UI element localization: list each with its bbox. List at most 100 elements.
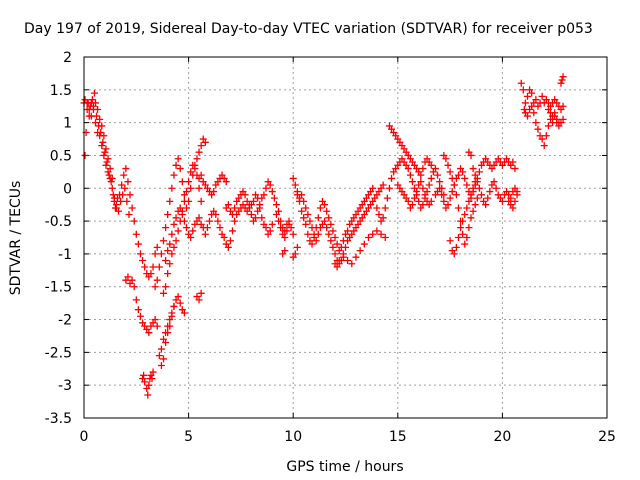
data-point [168,250,176,258]
data-point [178,211,186,219]
data-point [176,299,184,307]
data-series [80,73,567,399]
data-point [185,178,193,186]
data-point [281,247,289,255]
data-point [268,220,276,228]
data-point [419,165,427,173]
data-point [99,138,107,146]
data-point [442,155,450,163]
x-tick-label: 0 [80,429,89,445]
data-point [436,184,444,192]
data-point [87,99,95,107]
data-point [195,148,203,156]
data-point [379,181,387,189]
data-point [544,122,552,130]
data-point [467,191,475,199]
data-point [108,184,116,192]
data-point [304,211,312,219]
data-point [454,234,462,241]
data-point [465,197,473,205]
data-point [356,247,364,255]
data-point [172,161,180,169]
data-point [528,89,536,97]
data-point [291,250,299,258]
data-point [486,188,494,196]
data-point [89,106,97,114]
y-tick-label: -2.5 [45,345,72,361]
data-point [120,171,128,179]
data-point [461,240,469,248]
data-point [252,214,260,222]
data-point [122,165,130,173]
data-point [421,191,429,199]
data-point [555,119,563,127]
data-point [130,283,138,291]
data-point [119,191,127,199]
data-point [519,86,527,94]
data-point [444,161,452,169]
data-point [268,188,276,196]
data-point [145,381,153,389]
data-point [187,168,195,176]
data-point [189,227,197,235]
data-point [88,96,96,104]
data-point [102,161,110,169]
data-point [517,79,525,87]
data-point [183,224,191,232]
data-point [103,158,111,166]
data-point [475,184,483,192]
data-point [201,230,209,238]
data-point [187,184,195,192]
y-tick-label: -3 [58,378,72,394]
data-point [104,168,112,176]
y-tick-label: -1.5 [45,280,72,296]
data-point [153,243,161,251]
data-point [262,184,270,192]
data-point [98,142,106,150]
data-point [323,207,331,215]
data-point [323,224,331,232]
data-point [444,201,452,209]
data-point [467,214,475,222]
data-point [191,165,199,173]
data-point [431,165,439,173]
data-point [157,361,165,369]
y-tick-label: 0.5 [50,148,72,164]
data-point [197,289,205,297]
data-point [172,214,180,222]
data-point [172,237,180,245]
data-point [183,204,191,212]
data-point [216,224,224,232]
data-point [183,188,191,196]
data-point [144,391,152,399]
data-point [130,217,138,225]
data-point [331,250,339,258]
data-point [477,191,485,199]
data-point [110,194,118,202]
data-point [147,270,155,278]
data-point [559,102,567,110]
data-point [201,138,209,146]
data-point [333,240,341,248]
data-point [373,204,381,212]
data-point [333,263,341,271]
data-point [381,234,389,241]
data-point [524,92,532,100]
data-point [312,224,320,232]
data-point [373,227,381,235]
data-point [132,230,140,238]
data-point [270,194,278,202]
data-point [293,191,301,199]
data-point [128,276,136,284]
data-point [140,371,148,379]
data-point [521,99,529,107]
data-point [558,76,566,84]
data-point [469,165,477,173]
data-point [168,184,176,192]
data-point [149,368,157,376]
data-point [229,211,237,219]
data-point [339,237,347,245]
data-point [383,194,391,202]
data-point [454,171,462,179]
